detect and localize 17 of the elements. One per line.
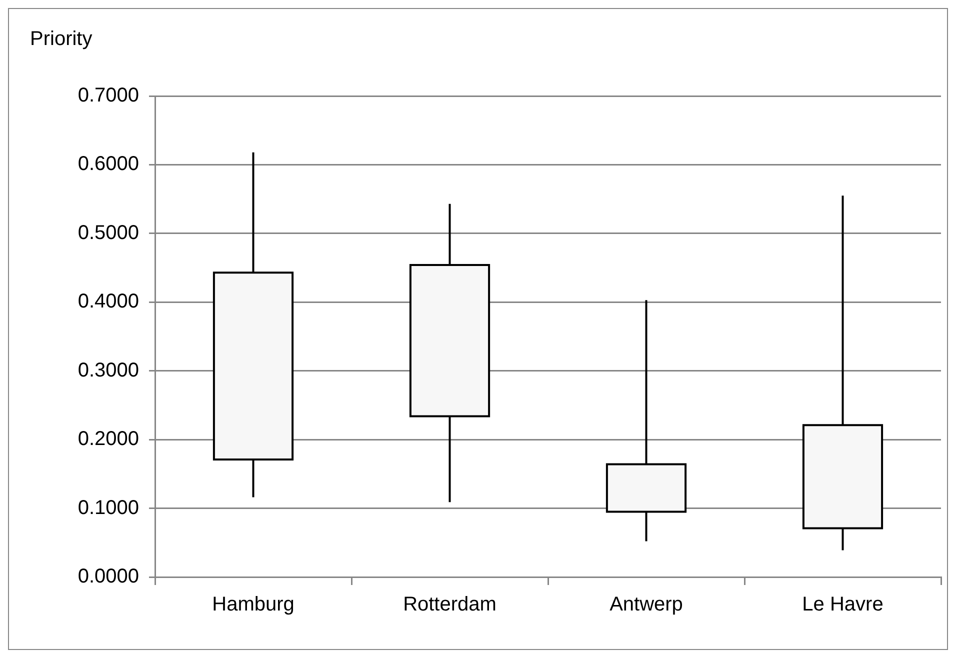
candlestick [802,194,884,552]
candlestick [212,151,294,498]
y-axis-title: Priority [30,28,92,51]
x-tick-label: Rotterdam [403,594,496,616]
x-tick-label: Antwerp [610,594,683,616]
y-tick-label: 0.7000 [78,84,139,107]
y-tick-label: 0.6000 [78,153,139,176]
y-tick-label: 0.0000 [78,566,139,588]
y-tick-label: 0.5000 [78,222,139,244]
y-tick-label: 0.4000 [78,290,139,313]
x-tick-label: Le Havre [802,594,884,616]
y-tick-label: 0.2000 [78,428,139,450]
y-tick-label: 0.1000 [78,496,139,519]
y-tick-label: 0.3000 [78,359,139,382]
candlestick [409,202,490,504]
candlestick [606,299,687,542]
x-tick-label: Hamburg [212,594,294,616]
